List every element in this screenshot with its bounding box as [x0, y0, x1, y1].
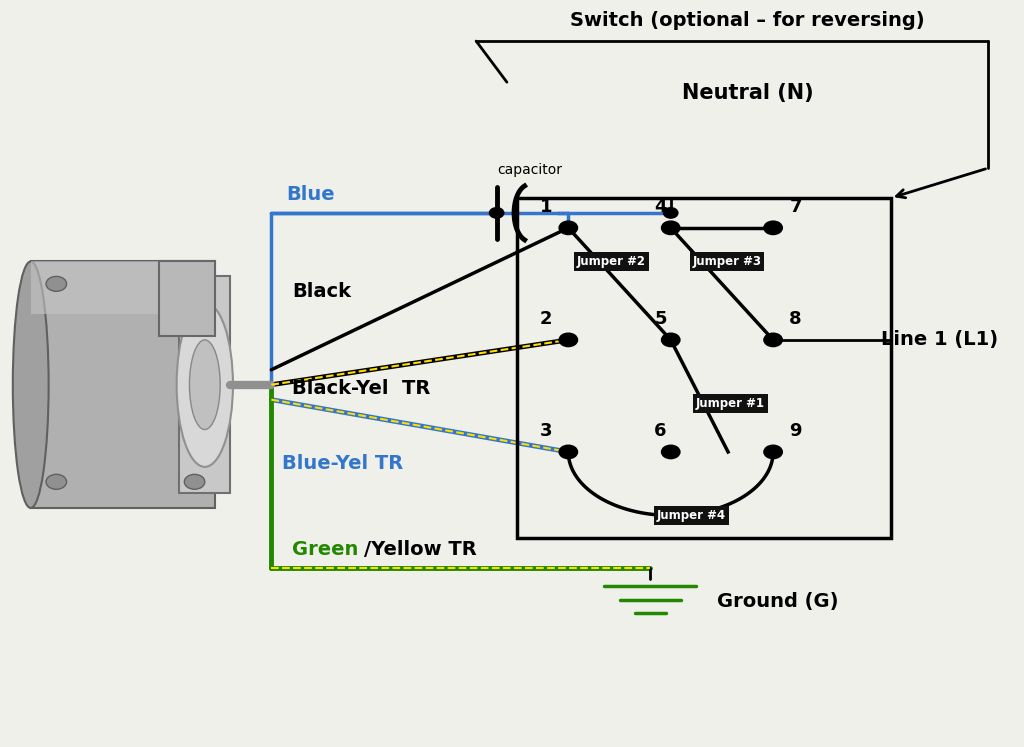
Circle shape — [764, 445, 782, 459]
Text: 7: 7 — [790, 198, 802, 216]
Text: 3: 3 — [540, 422, 552, 440]
Text: /Yellow TR: /Yellow TR — [364, 539, 476, 559]
Text: Neutral (N): Neutral (N) — [682, 84, 813, 103]
Ellipse shape — [189, 340, 220, 430]
Circle shape — [662, 221, 680, 235]
Polygon shape — [159, 261, 215, 336]
Circle shape — [662, 445, 680, 459]
Circle shape — [559, 333, 578, 347]
Text: Ground (G): Ground (G) — [717, 592, 839, 611]
Ellipse shape — [177, 303, 233, 467]
Circle shape — [559, 445, 578, 459]
Text: Jumper #2: Jumper #2 — [577, 255, 646, 268]
Circle shape — [46, 276, 67, 291]
Ellipse shape — [12, 261, 49, 508]
Text: Blue: Blue — [287, 185, 335, 204]
Text: Blue-Yel TR: Blue-Yel TR — [282, 453, 402, 473]
Circle shape — [764, 333, 782, 347]
Text: Black: Black — [292, 282, 351, 301]
Circle shape — [662, 333, 680, 347]
Text: Black-Yel  TR: Black-Yel TR — [292, 379, 430, 398]
Polygon shape — [179, 276, 230, 493]
Text: 8: 8 — [790, 310, 802, 328]
Circle shape — [559, 221, 578, 235]
Text: Jumper #1: Jumper #1 — [695, 397, 765, 410]
Text: 1: 1 — [540, 198, 552, 216]
Text: Green: Green — [292, 539, 358, 559]
Circle shape — [664, 208, 678, 218]
Text: 9: 9 — [790, 422, 802, 440]
Circle shape — [184, 474, 205, 489]
Text: 4: 4 — [654, 198, 667, 216]
Text: 6: 6 — [654, 422, 667, 440]
Text: Line 1 (L1): Line 1 (L1) — [882, 330, 998, 350]
Text: Jumper #4: Jumper #4 — [656, 509, 726, 522]
Text: 2: 2 — [540, 310, 552, 328]
Text: capacitor: capacitor — [498, 163, 562, 176]
Circle shape — [489, 208, 504, 218]
Text: 5: 5 — [654, 310, 667, 328]
Text: Switch (optional – for reversing): Switch (optional – for reversing) — [570, 11, 925, 31]
Polygon shape — [31, 261, 215, 508]
Text: Jumper #3: Jumper #3 — [692, 255, 762, 268]
Polygon shape — [31, 261, 215, 314]
Circle shape — [184, 276, 205, 291]
Circle shape — [46, 474, 67, 489]
Circle shape — [764, 221, 782, 235]
